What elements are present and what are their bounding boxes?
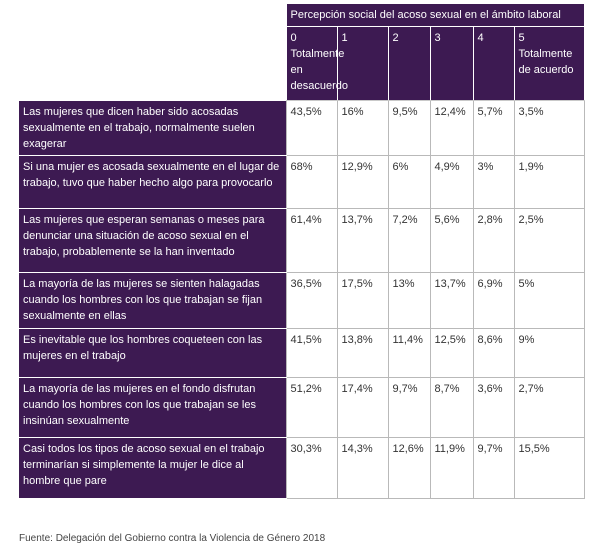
value-cell: 12,5% <box>429 327 474 378</box>
value-cell: 5,7% <box>472 100 515 156</box>
value-cell: 11,9% <box>429 436 474 499</box>
corner-cell <box>19 4 286 101</box>
column-header-4: 4 <box>472 26 514 101</box>
column-header-label: 1 <box>341 32 348 44</box>
column-header-3: 3 <box>429 26 473 101</box>
value-cell: 8,6% <box>472 327 515 378</box>
value-cell: 14,3% <box>336 436 389 499</box>
table-row: La mayoría de las mujeres en el fondo di… <box>19 376 585 438</box>
row-statement: Casi todos los tipos de acoso sexual en … <box>19 437 286 499</box>
row-statement: Es inevitable que los hombres coqueteen … <box>19 328 286 378</box>
value-cell: 51,2% <box>285 376 338 438</box>
value-cell: 2,5% <box>513 207 585 273</box>
table-row: Las mujeres que dicen haber sido acosada… <box>19 100 585 156</box>
value-cell: 61,4% <box>285 207 338 273</box>
value-cell: 6% <box>387 154 431 209</box>
value-cell: 2,7% <box>513 376 585 438</box>
value-cell: 6,9% <box>472 271 515 329</box>
value-cell: 8,7% <box>429 376 474 438</box>
value-cell: 17,4% <box>336 376 389 438</box>
value-cell: 17,5% <box>336 271 389 329</box>
value-cell: 9% <box>513 327 585 378</box>
source-note: Fuente: Delegación del Gobierno contra l… <box>19 533 326 544</box>
table-row: La mayoría de las mujeres se sienten hal… <box>19 271 585 329</box>
value-cell: 2,8% <box>472 207 515 273</box>
value-cell: 9,5% <box>387 100 431 156</box>
value-cell: 13,8% <box>336 327 389 378</box>
value-cell: 5,6% <box>429 207 474 273</box>
column-header-2: 2 <box>387 26 430 101</box>
row-statement: Si una mujer es acosada sexualmente en e… <box>19 155 286 209</box>
column-header-label: 2 <box>392 32 399 44</box>
column-header-0: 0 Totalmente en desacuerdo <box>285 26 348 101</box>
value-cell: 1,9% <box>513 154 585 209</box>
value-cell: 68% <box>285 154 338 209</box>
row-statement: Las mujeres que esperan semanas o meses … <box>19 208 286 273</box>
table-row: Si una mujer es acosada sexualmente en e… <box>19 154 585 209</box>
table-main-header: Percepción social del acoso sexual en el… <box>285 4 585 27</box>
row-statement: La mayoría de las mujeres en el fondo di… <box>19 377 286 438</box>
table-row: Las mujeres que esperan semanas o meses … <box>19 207 585 273</box>
value-cell: 43,5% <box>285 100 338 156</box>
row-statement: La mayoría de las mujeres se sienten hal… <box>19 272 286 329</box>
column-header-label: 0 Totalmente en desacuerdo <box>290 32 349 92</box>
value-cell: 16% <box>336 100 389 156</box>
column-header-label: 4 <box>477 32 484 44</box>
value-cell: 11,4% <box>387 327 431 378</box>
value-cell: 13,7% <box>429 271 474 329</box>
row-statement: Las mujeres que dicen haber sido acosada… <box>19 100 286 156</box>
value-cell: 13,7% <box>336 207 389 273</box>
value-cell: 13% <box>387 271 431 329</box>
value-cell: 3,6% <box>472 376 515 438</box>
value-cell: 15,5% <box>513 436 585 499</box>
value-cell: 30,3% <box>285 436 338 499</box>
value-cell: 12,4% <box>429 100 474 156</box>
table-row: Casi todos los tipos de acoso sexual en … <box>19 436 585 499</box>
value-cell: 41,5% <box>285 327 338 378</box>
value-cell: 4,9% <box>429 154 474 209</box>
value-cell: 9,7% <box>387 376 431 438</box>
survey-table: Percepción social del acoso sexual en el… <box>19 4 585 499</box>
column-header-5: 5 Totalmente de acuerdo <box>513 26 585 101</box>
value-cell: 12,9% <box>336 154 389 209</box>
column-header-1: 1 <box>336 26 388 101</box>
value-cell: 36,5% <box>285 271 338 329</box>
value-cell: 5% <box>513 271 585 329</box>
value-cell: 12,6% <box>387 436 431 499</box>
column-header-label: 5 Totalmente de acuerdo <box>518 32 574 76</box>
table-row: Es inevitable que los hombres coqueteen … <box>19 327 585 378</box>
value-cell: 7,2% <box>387 207 431 273</box>
column-header-label: 3 <box>434 32 441 44</box>
value-cell: 3% <box>472 154 515 209</box>
value-cell: 3,5% <box>513 100 585 156</box>
value-cell: 9,7% <box>472 436 515 499</box>
